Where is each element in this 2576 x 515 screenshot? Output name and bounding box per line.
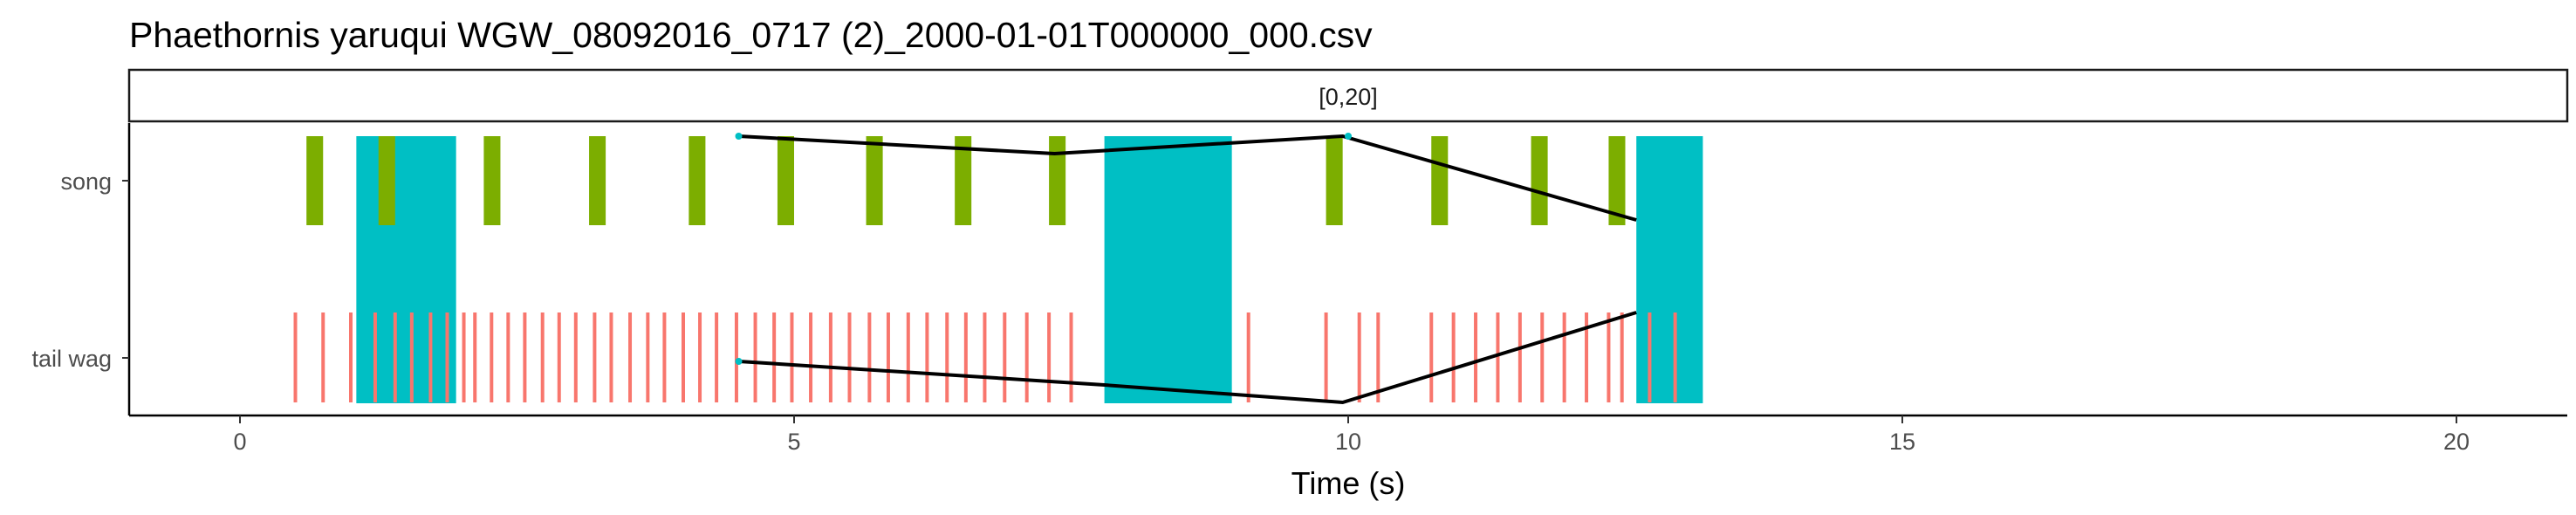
- highlight-span-1: [1104, 136, 1232, 403]
- trend-line-1: [738, 311, 1637, 405]
- song-event-0: [306, 136, 324, 225]
- song-event-10: [1431, 136, 1449, 225]
- song-event-4: [689, 136, 706, 225]
- song-event-3: [589, 136, 606, 225]
- chart-title: Phaethornis yaruqui WGW_08092016_0717 (2…: [129, 15, 1373, 55]
- highlight-span-2: [1636, 136, 1703, 403]
- line-marker-1: [1345, 133, 1352, 140]
- line-marker-0: [735, 133, 743, 140]
- song-events: [306, 136, 1626, 225]
- song-event-6: [866, 136, 883, 225]
- y-tick-label-song: song: [60, 168, 112, 195]
- song-event-11: [1531, 136, 1548, 225]
- x-axis-ticks: 0 5 10 15 20: [233, 415, 2470, 455]
- x-tick-label-2: 10: [1335, 429, 1361, 455]
- song-event-2: [483, 136, 501, 225]
- song-event-5: [777, 136, 794, 225]
- highlight-span-0: [356, 136, 456, 403]
- song-event-8: [1049, 136, 1066, 225]
- facet-strip-label: [0,20]: [1319, 84, 1378, 110]
- trend-line-0: [738, 134, 1637, 222]
- tail-wag-events: [293, 312, 1677, 402]
- facet-strip: [127, 68, 2569, 123]
- x-tick-label-0: 0: [233, 429, 246, 455]
- song-event-1: [378, 136, 395, 225]
- x-axis-label: Time (s): [1291, 465, 1406, 501]
- y-tick-label-tail-wag: tail wag: [31, 346, 112, 372]
- highlight-spans: [356, 136, 1703, 403]
- x-tick-label-4: 20: [2443, 429, 2470, 455]
- song-event-12: [1608, 136, 1626, 225]
- trend-lines: [735, 133, 1637, 405]
- song-event-7: [955, 136, 972, 225]
- x-tick-label-1: 5: [787, 429, 800, 455]
- line-marker-2: [735, 358, 743, 365]
- song-event-9: [1326, 136, 1343, 225]
- y-axis-ticks: song tail wag: [31, 168, 129, 372]
- x-tick-label-3: 15: [1889, 429, 1915, 455]
